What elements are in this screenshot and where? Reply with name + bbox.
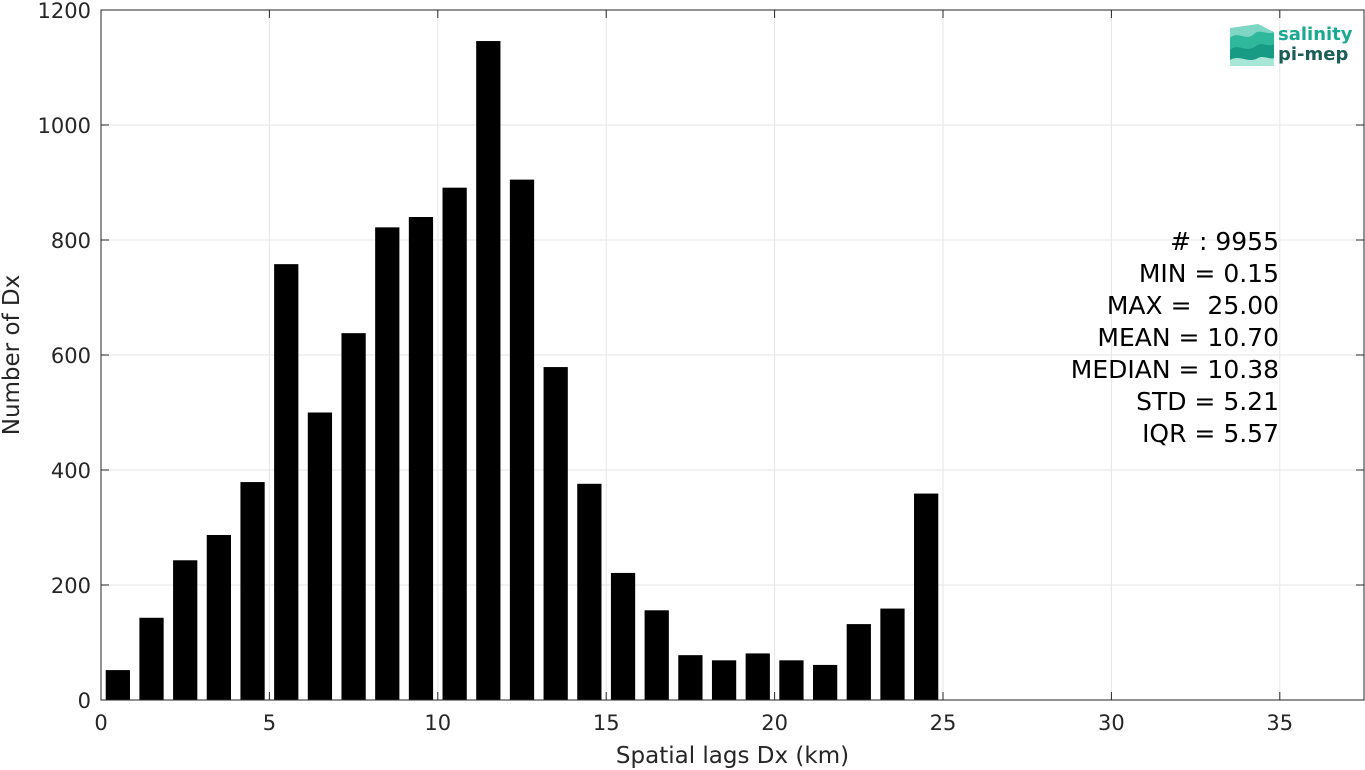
- histogram-bar: [307, 412, 333, 700]
- ticks: 0 5 10 15 20 25 30 35 0 200 400 600 800 1000 1200: [38, 0, 1364, 735]
- stats-line: # : 9955: [1170, 227, 1279, 256]
- salinity-pi-mep-logo: salinity pi-mep: [1230, 24, 1353, 66]
- histogram-bar: [408, 217, 434, 700]
- histogram-bar: [745, 653, 770, 700]
- y-tick-label: 600: [51, 344, 91, 368]
- y-tick-label: 1000: [38, 114, 91, 138]
- x-tick-label: 30: [1098, 711, 1125, 735]
- histogram-bar: [173, 560, 198, 700]
- x-tick-label: 35: [1266, 711, 1293, 735]
- histogram-bar: [644, 610, 669, 700]
- stats-line: MAX = 25.00: [1107, 291, 1279, 320]
- y-tick-label: 400: [51, 459, 91, 483]
- statistics-annotation: # : 9955 MIN = 0.15 MAX = 25.00 MEAN = 10.7…: [1071, 227, 1279, 448]
- histogram-bar: [577, 483, 602, 700]
- stats-line: IQR = 5.57: [1142, 419, 1279, 448]
- stats-line: MIN = 0.15: [1139, 259, 1279, 288]
- histogram-bar: [678, 655, 703, 700]
- stats-line: MEAN = 10.70: [1097, 323, 1279, 352]
- histogram-bar: [610, 572, 636, 700]
- histogram-bar: [880, 608, 905, 700]
- logo-text-salinity: salinity: [1278, 24, 1353, 45]
- y-tick-label: 800: [51, 229, 91, 253]
- x-tick-label: 5: [263, 711, 276, 735]
- histogram-bar: [812, 664, 838, 700]
- x-tick-label: 10: [424, 711, 451, 735]
- histogram-bar: [206, 534, 232, 700]
- histogram-bar: [274, 264, 299, 700]
- histogram-bar: [341, 333, 366, 700]
- y-tick-label: 200: [51, 574, 91, 598]
- logo-wave-icon: [1230, 24, 1274, 66]
- histogram-bar: [914, 493, 939, 700]
- logo-text-pi-mep: pi-mep: [1278, 44, 1348, 65]
- histogram-bar: [846, 624, 871, 700]
- y-tick-label: 1200: [38, 0, 91, 23]
- stats-line: STD = 5.21: [1136, 387, 1279, 416]
- x-tick-label: 0: [94, 711, 107, 735]
- histogram-bar: [476, 41, 501, 701]
- x-tick-label: 20: [761, 711, 788, 735]
- stats-line: MEDIAN = 10.38: [1071, 355, 1279, 384]
- histogram-bar: [779, 660, 804, 700]
- y-tick-label: 0: [78, 689, 91, 713]
- bars: [105, 41, 939, 701]
- histogram-bar: [139, 617, 164, 700]
- histogram-bar: [375, 227, 400, 700]
- histogram-bar: [543, 367, 568, 700]
- x-tick-label: 15: [593, 711, 620, 735]
- y-axis-title: Number of Dx: [0, 275, 25, 436]
- histogram-bar: [509, 179, 535, 700]
- x-axis-title: Spatial lags Dx (km): [616, 743, 849, 769]
- histogram-bar: [240, 482, 265, 700]
- histogram-bar: [711, 660, 737, 700]
- histogram-bar: [105, 670, 130, 700]
- x-tick-label: 25: [930, 711, 957, 735]
- histogram-bar: [442, 187, 467, 701]
